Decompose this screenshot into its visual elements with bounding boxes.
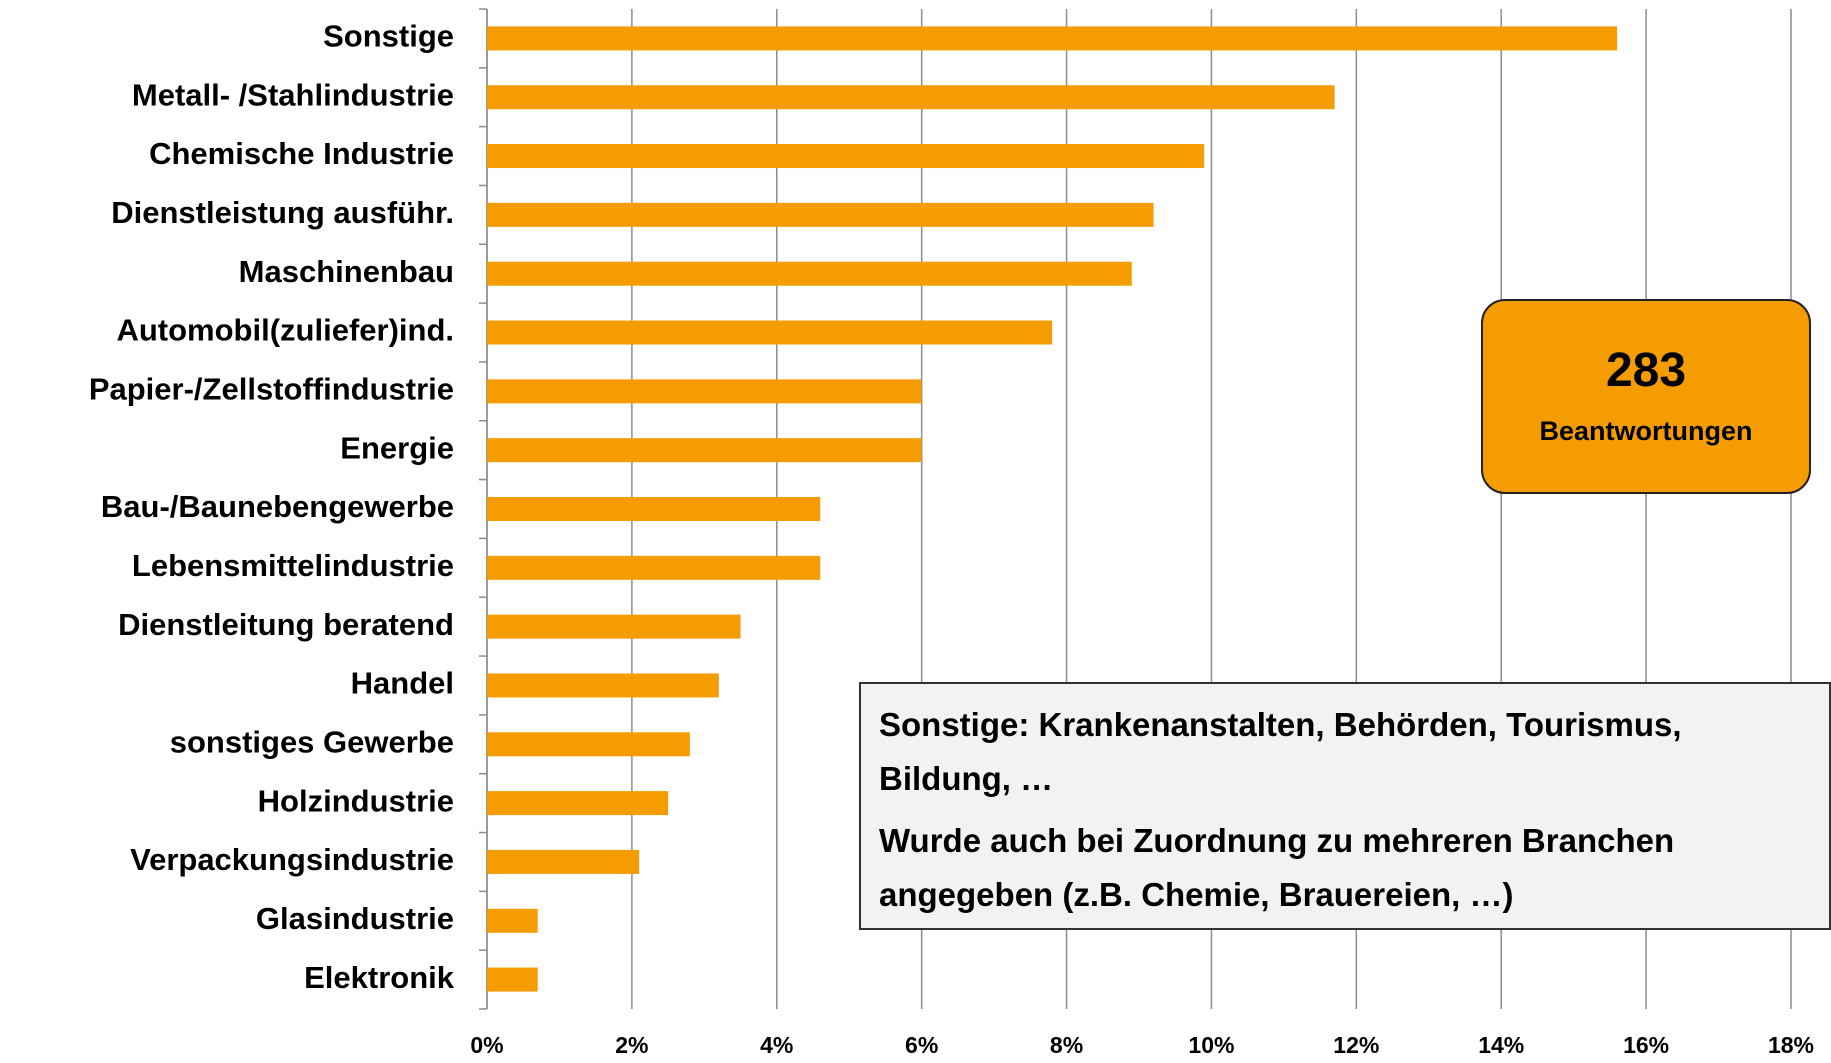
y-tick-label: Automobil(zuliefer)ind.: [116, 313, 454, 348]
x-tick-label: 4%: [760, 1032, 793, 1058]
bar: [487, 732, 690, 757]
bar: [487, 908, 538, 933]
bar: [487, 791, 669, 816]
note-box: Sonstige: Krankenanstalten, Behörden, To…: [859, 682, 1831, 930]
bar: [487, 144, 1205, 169]
y-tick-label: Sonstige: [323, 19, 454, 54]
y-tick-label: Maschinenbau: [239, 254, 454, 289]
bar: [487, 614, 741, 639]
y-tick-label: Metall- /Stahlindustrie: [132, 77, 454, 112]
count-label: Beantwortungen: [1539, 416, 1753, 446]
y-tick-label: Handel: [351, 666, 454, 701]
x-tick-label: 8%: [1050, 1032, 1083, 1058]
y-tick-label: Papier-/Zellstoffindustrie: [89, 372, 454, 407]
x-tick-label: 0%: [470, 1032, 503, 1058]
x-tick-label: 12%: [1333, 1032, 1379, 1058]
y-tick-label: sonstiges Gewerbe: [170, 724, 454, 759]
bar: [487, 967, 538, 992]
x-tick-label: 10%: [1188, 1032, 1234, 1058]
note-line: Wurde auch bei Zuordnung zu mehreren Bra…: [879, 822, 1675, 913]
y-tick-label: Dienstleitung beratend: [118, 607, 454, 642]
y-tick-label: Lebensmittelindustrie: [132, 548, 454, 583]
bar: [487, 261, 1132, 286]
y-tick-label: Holzindustrie: [258, 783, 454, 818]
x-tick-label: 2%: [615, 1032, 648, 1058]
bar: [487, 202, 1154, 227]
y-tick-label: Glasindustrie: [256, 901, 454, 936]
x-tick-label: 16%: [1623, 1032, 1669, 1058]
y-tick-label: Energie: [340, 430, 454, 465]
bar: [487, 26, 1618, 51]
x-tick-label: 14%: [1478, 1032, 1524, 1058]
bar: [487, 320, 1053, 345]
bar: [487, 497, 821, 521]
note-line: Sonstige: Krankenanstalten, Behörden, To…: [879, 706, 1682, 797]
bar: [487, 438, 922, 463]
count: 283: [1605, 344, 1687, 397]
y-tick-label: Chemische Industrie: [149, 136, 454, 171]
y-tick-label: Bau-/Baunebengewerbe: [101, 489, 454, 524]
y-tick-label: Elektronik: [304, 960, 455, 995]
count-box: 283 Beantwortungen: [1481, 299, 1811, 494]
y-tick-label: Dienstleistung ausführ.: [111, 195, 454, 230]
bar: [487, 673, 719, 698]
bar: [487, 555, 821, 580]
x-tick-label: 6%: [905, 1032, 938, 1058]
y-tick-label: Verpackungsindustrie: [130, 842, 454, 877]
x-tick-label: 18%: [1768, 1032, 1814, 1058]
bar: [487, 849, 640, 874]
bar: [487, 379, 922, 404]
bar: [487, 85, 1335, 110]
